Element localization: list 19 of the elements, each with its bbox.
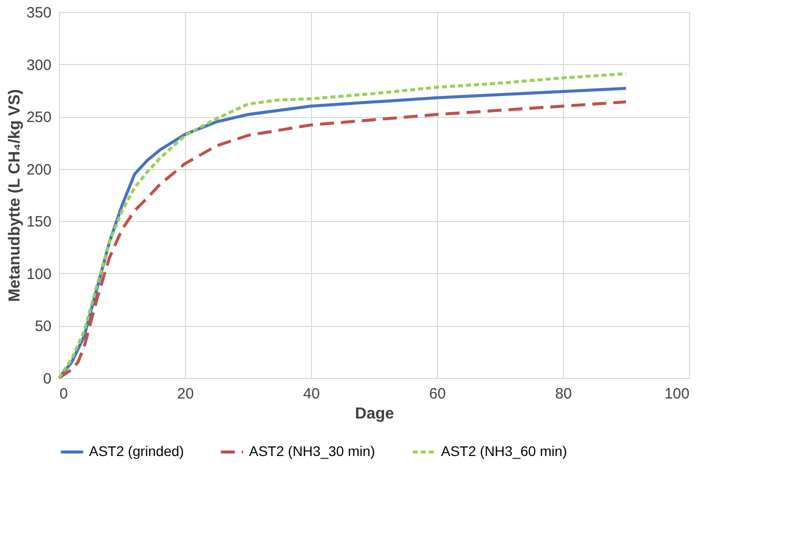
y-tick-label: 100 <box>26 266 52 283</box>
y-tick-label: 250 <box>26 109 52 126</box>
y-axis-title: Metanudbytte (L CH₄/kg VS) <box>6 89 24 302</box>
x-tick-label: 100 <box>664 386 690 402</box>
x-tick-label: 20 <box>177 386 194 402</box>
x-tick-label: 40 <box>303 386 320 402</box>
x-tick-label: 80 <box>555 386 572 402</box>
x-tick-label: 0 <box>60 386 68 402</box>
y-tick-label: 150 <box>26 214 52 231</box>
y-tick-label: 350 <box>26 4 52 22</box>
y-tick-label: 0 <box>43 370 52 388</box>
y-tick-label: 300 <box>26 56 52 74</box>
legend-label: AST2 (NH3_60 min) <box>441 443 568 459</box>
x-axis-title: Dage <box>354 406 394 422</box>
y-tick-label: 200 <box>26 161 52 178</box>
legend-label: AST2 (NH3_30 min) <box>249 443 376 459</box>
y-tick-label: 50 <box>34 318 52 336</box>
legend-label: AST2 (grinded) <box>89 443 184 459</box>
x-tick-label: 60 <box>429 386 446 402</box>
